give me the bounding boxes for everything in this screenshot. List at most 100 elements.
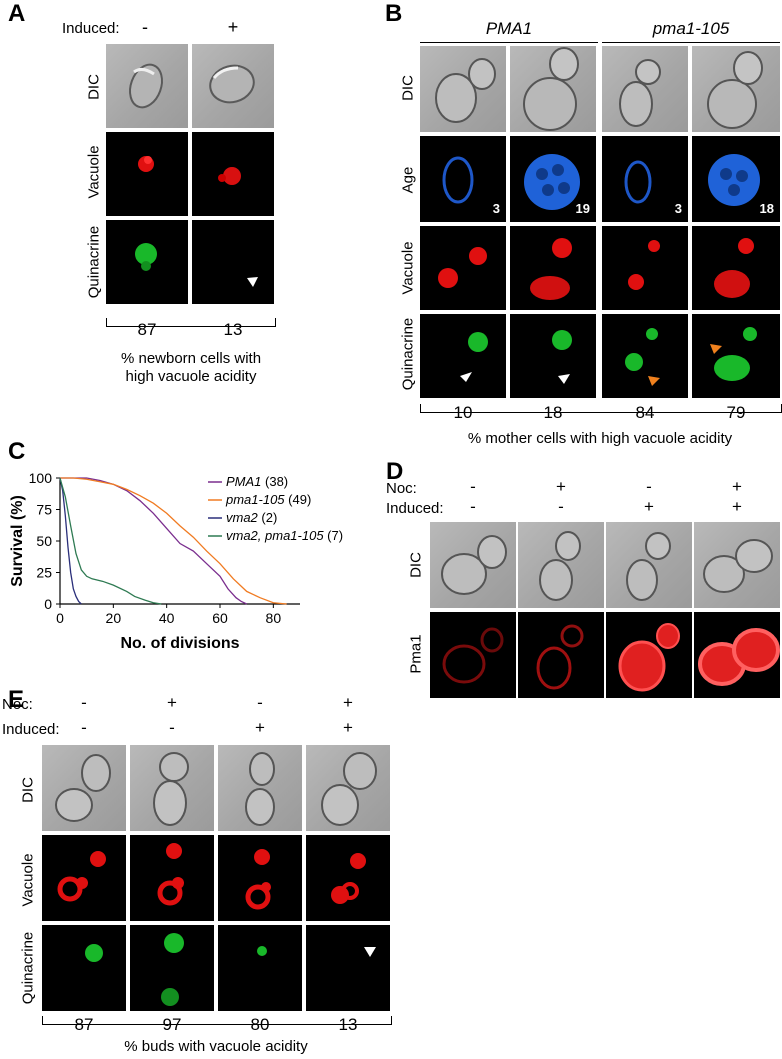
micrograph-pma1 xyxy=(430,612,516,698)
micrograph-vacuole xyxy=(602,226,688,310)
panel-a-induced-plus: + xyxy=(227,17,239,37)
arrowhead-icon xyxy=(364,947,376,957)
panel-d-induced-2: - xyxy=(558,497,564,516)
panel-b-pct-4: 79 xyxy=(726,403,746,422)
series-line-pma1-105 xyxy=(60,477,287,605)
panel-b-row-dic: DIC xyxy=(399,75,417,101)
panel-b-group-line xyxy=(420,42,598,43)
panel-e-noc-4: + xyxy=(343,693,353,712)
micrograph-age: 19 xyxy=(510,136,596,222)
legend-entry: pma1-105 (49) xyxy=(225,492,311,507)
micrograph-quinacrine xyxy=(306,925,390,1011)
micrograph-vacuole xyxy=(192,132,274,216)
panel-e-letter: E xyxy=(8,686,25,713)
panel-a-row-dic: DIC xyxy=(85,74,103,100)
micrograph-quinacrine xyxy=(130,925,214,1011)
panel-b-row-vacuole: Vacuole xyxy=(399,241,417,295)
x-tick-label: 0 xyxy=(56,610,64,626)
panel-e-noc-label: Noc: xyxy=(2,696,33,713)
micrograph-quinacrine xyxy=(218,925,302,1011)
micrograph-vacuole xyxy=(218,835,302,921)
panel-d-induced-4: + xyxy=(732,497,742,516)
panel-a-caption-2: high vacuole acidity xyxy=(125,368,257,385)
arrowhead-icon xyxy=(648,376,660,386)
micrograph-dic xyxy=(192,44,274,128)
micrograph-vacuole xyxy=(510,226,596,310)
arrowhead-icon xyxy=(558,374,570,384)
panel-b-caption: % mother cells with high vacuole acidity xyxy=(467,430,733,447)
y-tick-label: 25 xyxy=(36,565,52,581)
panel-e-noc-2: + xyxy=(167,693,177,712)
micrograph-dic xyxy=(130,745,214,831)
panel-e-caption: % buds with vacuole acidity xyxy=(124,1038,308,1055)
micrograph-quinacrine xyxy=(510,314,596,398)
panel-b-group-pma1-105: pma1-105 xyxy=(652,19,730,38)
micrograph-dic xyxy=(692,46,780,132)
micrograph-quinacrine xyxy=(420,314,506,398)
age-count: 3 xyxy=(674,201,682,216)
survival-chart: 0 25 50 75 100 0 20 40 60 80 No. of divisions Survi… xyxy=(9,470,343,652)
micrograph-dic xyxy=(518,522,604,608)
y-tick-label: 0 xyxy=(44,596,52,612)
age-count: 18 xyxy=(759,201,774,216)
panel-d-noc-label: Noc: xyxy=(386,480,417,497)
arrowhead-icon xyxy=(460,372,472,382)
panel-e-induced-3: + xyxy=(255,718,265,737)
panel-e-row-vacuole: Vacuole xyxy=(19,853,37,907)
panel-e-noc-1: - xyxy=(81,693,87,712)
y-tick-label: 50 xyxy=(36,533,52,549)
panel-e-pct-1: 87 xyxy=(74,1015,94,1034)
panel-b-pct-3: 84 xyxy=(635,403,655,422)
panel-e-bracket xyxy=(42,1016,392,1025)
micrograph-vacuole xyxy=(106,132,188,216)
micrograph-dic xyxy=(42,745,126,831)
micrograph-dic xyxy=(420,46,506,132)
panel-a-row-quinacrine: Quinacrine xyxy=(85,225,103,299)
panel-d-induced-1: - xyxy=(470,497,476,516)
panel-d-noc-4: + xyxy=(732,477,742,496)
panel-a-bracket xyxy=(106,318,276,327)
micrograph-dic xyxy=(430,522,516,608)
micrograph-dic xyxy=(510,46,596,132)
micrograph-quinacrine xyxy=(106,220,188,304)
micrograph-vacuole xyxy=(692,226,780,310)
micrograph-vacuole xyxy=(42,835,126,921)
y-axis-label: Survival (%) xyxy=(9,495,26,587)
series-line-vma2 xyxy=(59,477,82,605)
micrograph-pma1 xyxy=(518,612,604,698)
micrograph-quinacrine xyxy=(192,220,274,304)
x-axis-label: No. of divisions xyxy=(120,635,239,652)
panel-e-pct-3: 80 xyxy=(250,1015,270,1034)
micrograph-quinacrine xyxy=(42,925,126,1011)
panel-a-pct-1: 87 xyxy=(137,320,157,339)
micrograph-dic xyxy=(218,745,302,831)
panel-d-letter: D xyxy=(386,458,404,485)
y-tick-label: 75 xyxy=(36,502,52,518)
series-line-vma2-pma1-105 xyxy=(59,477,162,605)
panel-b-letter: B xyxy=(385,0,403,27)
panel-b-row-quinacrine: Quinacrine xyxy=(399,317,417,391)
panel-d-noc-3: - xyxy=(646,477,652,496)
micrograph-quinacrine xyxy=(692,314,780,398)
panel-a-induced-minus: - xyxy=(142,17,148,37)
panel-b-group-line xyxy=(602,42,780,43)
panel-e-induced-4: + xyxy=(343,718,353,737)
panel-d-induced-label: Induced: xyxy=(386,500,444,517)
age-count: 19 xyxy=(575,201,590,216)
micrograph-pma1 xyxy=(694,612,780,698)
micrograph-age: 18 xyxy=(692,136,780,222)
micrograph-vacuole xyxy=(420,226,506,310)
micrograph-vacuole xyxy=(306,835,390,921)
panel-d-row-pma1: Pma1 xyxy=(407,634,425,674)
panel-a-row-vacuole: Vacuole xyxy=(85,145,103,199)
panel-e-row-dic: DIC xyxy=(19,777,37,803)
x-tick-label: 40 xyxy=(159,610,175,626)
arrowhead-icon xyxy=(710,344,722,354)
panel-e-row-quinacrine: Quinacrine xyxy=(19,931,37,1005)
panel-e-induced-1: - xyxy=(81,718,87,737)
micrograph-dic xyxy=(306,745,390,831)
micrograph-dic xyxy=(106,44,188,128)
panel-c-letter: C xyxy=(8,438,26,465)
panel-e-pct-2: 97 xyxy=(162,1015,182,1034)
y-tick-label: 100 xyxy=(29,470,53,486)
